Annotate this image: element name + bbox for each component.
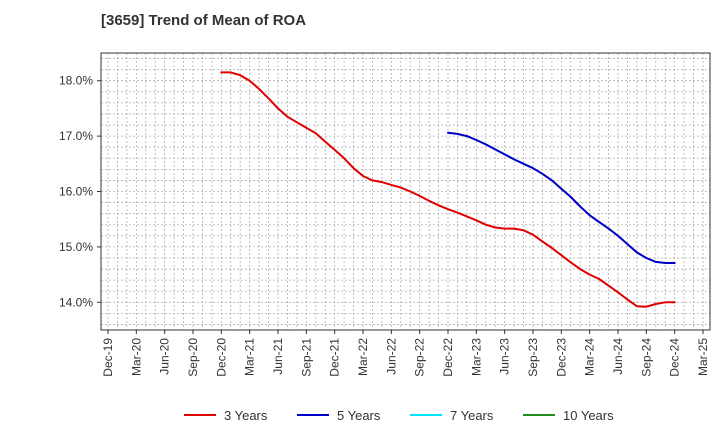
x-tick-label: Dec-22 bbox=[441, 338, 455, 377]
x-tick-label: Jun-21 bbox=[271, 338, 285, 375]
x-tick-label: Jun-23 bbox=[498, 338, 512, 375]
y-axis: 14.0% 15.0% 16.0% 17.0% 18.0% bbox=[59, 74, 101, 309]
x-tick-label: Dec-21 bbox=[328, 338, 342, 377]
x-tick-label: Jun-20 bbox=[158, 338, 172, 375]
chart-title: [3659] Trend of Mean of ROA bbox=[101, 12, 307, 29]
legend-label: 10 Years bbox=[563, 408, 614, 423]
legend: 3 Years 5 Years 7 Years 10 Years bbox=[184, 408, 614, 423]
series-line-5-years bbox=[447, 131, 676, 264]
x-tick-label: Sep-23 bbox=[526, 338, 540, 377]
legend-label: 5 Years bbox=[337, 408, 381, 423]
x-tick-label: Sep-24 bbox=[639, 338, 653, 377]
legend-label: 7 Years bbox=[450, 408, 494, 423]
x-tick-label: Dec-24 bbox=[668, 338, 682, 377]
legend-label: 3 Years bbox=[224, 408, 268, 423]
y-tick-label: 14.0% bbox=[59, 295, 93, 309]
x-tick-label: Dec-23 bbox=[554, 338, 568, 377]
series-line-3-years bbox=[220, 71, 676, 308]
x-tick-label: Sep-22 bbox=[413, 338, 427, 377]
x-tick-label: Sep-21 bbox=[299, 338, 313, 377]
y-tick-label: 18.0% bbox=[59, 74, 93, 88]
x-tick-label: Mar-25 bbox=[696, 338, 710, 376]
x-tick-label: Mar-20 bbox=[129, 338, 143, 376]
x-tick-label: Mar-24 bbox=[583, 338, 597, 376]
x-axis: Dec-19 Mar-20 Jun-20 Sep-20 Dec-20 Mar-21 Jun-… bbox=[101, 330, 710, 377]
x-tick-label: Sep-20 bbox=[186, 338, 200, 377]
x-tick-label: Mar-23 bbox=[469, 338, 483, 376]
y-tick-label: 17.0% bbox=[59, 129, 93, 143]
x-tick-label: Jun-24 bbox=[611, 338, 625, 375]
x-tick-label: Dec-19 bbox=[101, 338, 115, 377]
x-tick-label: Mar-22 bbox=[356, 338, 370, 376]
y-tick-label: 15.0% bbox=[59, 240, 93, 254]
series-layer bbox=[220, 71, 676, 308]
x-tick-label: Jun-22 bbox=[384, 338, 398, 375]
grid-lines bbox=[101, 53, 710, 330]
x-tick-label: Dec-20 bbox=[214, 338, 228, 377]
y-tick-label: 16.0% bbox=[59, 185, 93, 199]
x-tick-label: Mar-21 bbox=[243, 338, 257, 376]
